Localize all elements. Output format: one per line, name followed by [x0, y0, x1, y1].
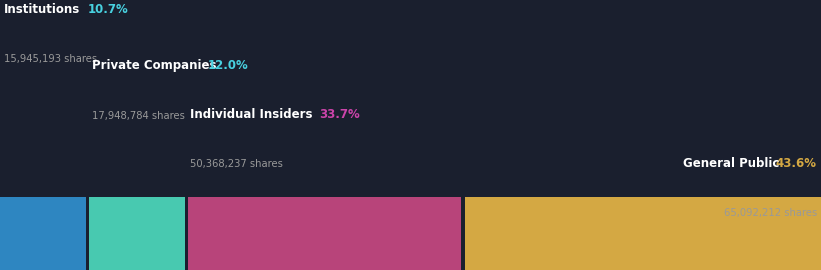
Bar	[186, 197, 463, 270]
Bar	[88, 197, 186, 270]
Text: 65,092,212 shares: 65,092,212 shares	[723, 208, 817, 218]
Text: 12.0%: 12.0%	[208, 59, 248, 72]
Text: 50,368,237 shares: 50,368,237 shares	[190, 159, 283, 169]
Text: 43.6%: 43.6%	[776, 157, 817, 170]
Text: 10.7%: 10.7%	[87, 3, 128, 16]
Text: 33.7%: 33.7%	[319, 108, 360, 121]
Text: 15,945,193 shares: 15,945,193 shares	[4, 54, 97, 64]
Bar	[0, 197, 88, 270]
Text: 17,948,784 shares: 17,948,784 shares	[92, 111, 185, 121]
Text: Individual Insiders: Individual Insiders	[190, 108, 313, 121]
Text: Institutions: Institutions	[4, 3, 80, 16]
Bar	[86, 197, 89, 270]
Text: General Public: General Public	[683, 157, 779, 170]
Bar	[463, 197, 821, 270]
Bar	[461, 197, 465, 270]
Text: Private Companies: Private Companies	[92, 59, 217, 72]
Bar	[185, 197, 188, 270]
